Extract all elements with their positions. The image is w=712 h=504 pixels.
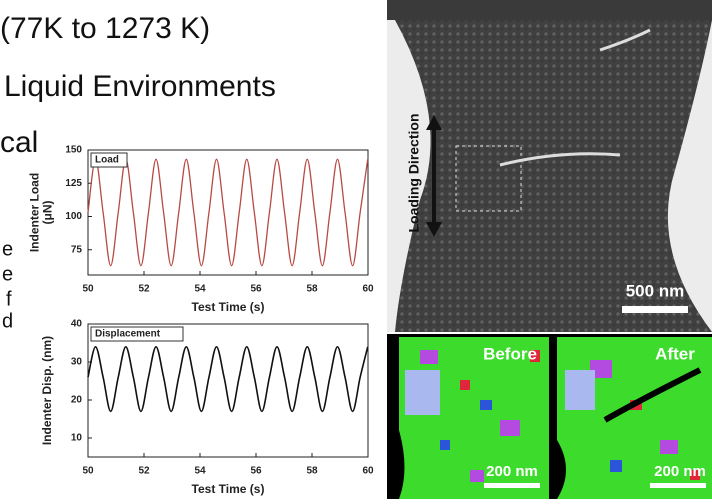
x-tick-label: 52 (138, 466, 150, 477)
scale-bar-label: 500 nm (626, 281, 685, 300)
legend-label: Load (95, 155, 119, 166)
orientation-maps: Before After 200 nm 200 nm (387, 334, 712, 499)
x-tick-label: 54 (194, 284, 206, 295)
image-label: Loading Direction (406, 114, 422, 233)
slide-text: (77K to 1273 K) (0, 12, 210, 45)
slide-text: Liquid Environments (4, 70, 276, 103)
y-tick-label: 30 (71, 357, 83, 368)
x-tick-label: 56 (250, 466, 262, 477)
x-tick-label: 54 (194, 466, 206, 477)
legend-box (90, 152, 128, 168)
image-label: After (655, 344, 695, 363)
slide-text: d (2, 310, 13, 332)
slide-text: f (6, 288, 12, 310)
x-tick-label: 50 (82, 284, 94, 295)
x-tick-label: 60 (362, 466, 374, 477)
y-tick-label: 75 (71, 244, 83, 255)
plot-frame (87, 323, 369, 458)
data-line (87, 158, 369, 267)
y-tick-label: 10 (71, 433, 83, 444)
x-tick-label: 58 (306, 466, 318, 477)
x-tick-label: 50 (82, 466, 94, 477)
y-tick-label: 100 (65, 211, 82, 222)
slide-text: e (2, 238, 13, 260)
plot-frame (87, 149, 369, 276)
y-tick-label: 150 (65, 145, 82, 156)
y-axis-label: (μN) (41, 200, 55, 224)
x-tick-label: 56 (250, 284, 262, 295)
scale-bar-label: 200 nm (654, 463, 706, 480)
y-axis-label: Indenter Load (28, 173, 42, 252)
x-tick-label: 60 (362, 284, 374, 295)
micrograph: Loading Direction 500 nm (387, 0, 712, 332)
legend-label: Displacement (95, 329, 161, 340)
x-axis-label: Test Time (s) (192, 300, 265, 314)
data-line (87, 345, 369, 413)
x-axis-label: Test Time (s) (192, 482, 265, 496)
image-label: Before (483, 344, 537, 363)
x-tick-label: 52 (138, 284, 150, 295)
scale-bar-label: 200 nm (486, 463, 538, 480)
legend-box (90, 326, 184, 342)
y-axis-label: Indenter Disp. (nm) (40, 336, 54, 445)
slide-text: e (2, 263, 13, 285)
y-tick-label: 20 (71, 395, 83, 406)
slide-text: cal (0, 126, 38, 159)
x-tick-label: 58 (306, 284, 318, 295)
y-tick-label: 125 (65, 178, 82, 189)
y-tick-label: 40 (71, 319, 83, 330)
